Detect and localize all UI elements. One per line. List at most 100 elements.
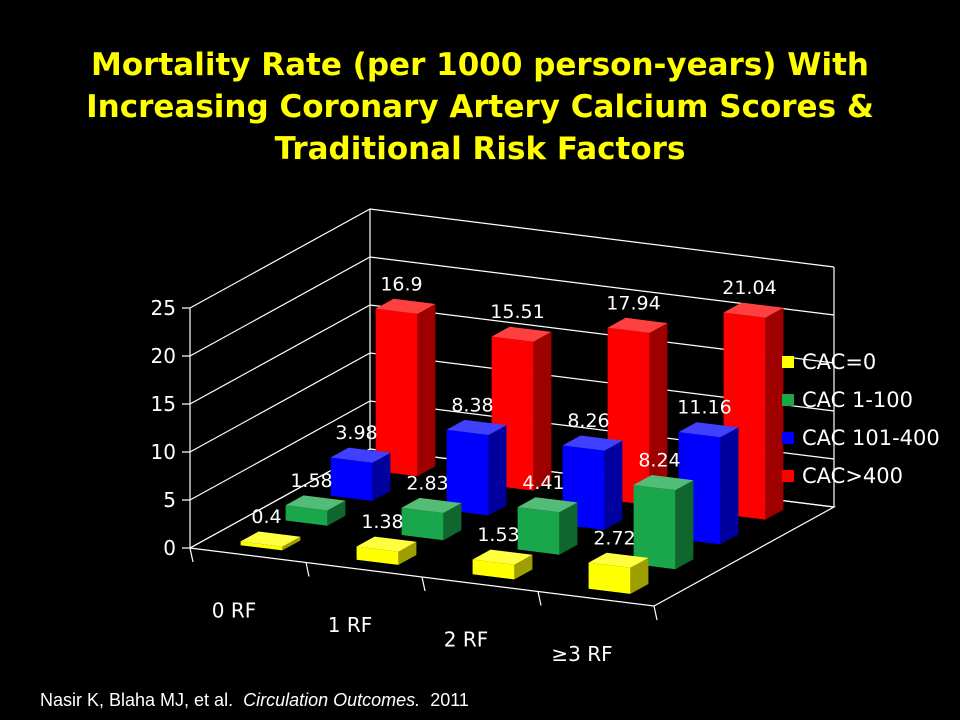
data-label: 21.04 (722, 277, 776, 299)
citation-authors: Nasir K, Blaha MJ, et al. (40, 690, 234, 710)
y-tick-label: 15 (151, 392, 176, 416)
data-label: 1.53 (477, 524, 519, 546)
bar: 1.53 (472, 524, 533, 580)
bar-side-face (514, 554, 533, 580)
bar-top-face (562, 435, 623, 451)
bar-top-face (517, 497, 578, 513)
bar-top-face (356, 536, 417, 552)
bar-front-face (240, 541, 283, 551)
bar-top-face (723, 302, 784, 318)
bar: 3.98 (330, 422, 391, 501)
data-label: 16.9 (380, 273, 422, 295)
gridline (189, 256, 835, 357)
bar-top-face (607, 317, 668, 333)
bar: 1.58 (285, 470, 346, 526)
bar-top-face (285, 495, 346, 511)
title-line-2: Increasing Coronary Artery Calcium Score… (86, 89, 874, 125)
x-tick-mark (189, 547, 194, 563)
legend-swatch (782, 470, 794, 482)
data-label: 0.4 (251, 506, 281, 528)
bar-side-face (443, 503, 462, 541)
data-label: 4.41 (522, 472, 564, 494)
bars: 16.9 15.51 17.94 21.04 3.98 8.38 8.26 11.16 1.58… (240, 273, 784, 594)
gridline (189, 352, 835, 453)
bar-top-face (446, 419, 507, 435)
x-tick-label: 1 RF (328, 613, 372, 637)
data-label: 2.83 (406, 472, 448, 494)
bar-front-face (446, 429, 489, 516)
bar-top-face (472, 549, 533, 565)
chart-title: Mortality Rate (per 1000 person-years) W… (0, 44, 960, 170)
data-label: 3.98 (335, 422, 377, 444)
data-label: 2.72 (593, 527, 635, 549)
legend-swatch (782, 394, 794, 406)
bar-top-face (330, 447, 391, 463)
y-tick-label: 5 (163, 488, 176, 512)
x-tick-label: ≥3 RF (551, 642, 612, 666)
x-tick-mark (537, 591, 542, 606)
x-tick-label: 2 RF (444, 627, 488, 651)
bar-front-face (588, 562, 631, 594)
bar: 16.9 (375, 273, 436, 477)
x-tick-mark (653, 605, 658, 621)
y-tick-label: 25 (151, 296, 176, 320)
bar-side-face (559, 502, 578, 555)
x-tick-mark (305, 562, 310, 577)
bar-top-face (588, 552, 649, 568)
data-label: 8.38 (451, 394, 493, 416)
bar: 1.38 (356, 511, 417, 565)
bar-side-face (488, 425, 507, 516)
bar-side-face (417, 304, 436, 477)
bar-front-face (472, 559, 515, 580)
bar-side-face (765, 307, 784, 520)
legend-label: CAC 101-400 (802, 426, 940, 450)
bar: 0.4 (240, 506, 301, 551)
bar-front-face (356, 546, 399, 565)
legend-label: CAC>400 (802, 464, 903, 488)
legend-swatch (782, 356, 794, 368)
title-line-3: Traditional Risk Factors (274, 131, 686, 167)
bar-top-face (240, 531, 301, 547)
bar-side-face (327, 500, 346, 526)
bar-front-face (633, 484, 676, 570)
data-label: 8.24 (638, 450, 680, 472)
bar-top-face (401, 497, 462, 513)
legend-label: CAC 1-100 (802, 388, 913, 412)
data-label: 11.16 (677, 397, 731, 419)
bar: 4.41 (517, 472, 578, 555)
bar-side-face (675, 480, 694, 570)
y-tick-label: 20 (151, 344, 176, 368)
bar: 2.72 (588, 527, 649, 594)
legend-label: CAC=0 (802, 350, 876, 374)
bar-top-face (633, 475, 694, 491)
citation-journal: Circulation Outcomes. (243, 690, 421, 710)
bar-side-face (720, 427, 739, 545)
y-tick-label: 0 (163, 536, 176, 560)
citation: Nasir K, Blaha MJ, et al. Circulation Ou… (40, 690, 469, 711)
data-label: 1.38 (361, 511, 403, 533)
bar-side-face (604, 440, 623, 530)
citation-year: 2011 (430, 690, 469, 710)
y-tick-label: 10 (151, 440, 176, 464)
bar-side-face (372, 452, 391, 501)
gridline (189, 208, 835, 309)
legend: CAC=0 CAC 1-100 CAC 101-400 CAC>400 (782, 350, 940, 488)
data-label: 15.51 (490, 301, 544, 323)
bar-side-face (282, 536, 301, 551)
bar-side-face (533, 331, 552, 491)
bar-front-face (375, 308, 418, 477)
bar-side-face (630, 557, 649, 594)
x-tick-label: 0 RF (212, 598, 256, 622)
bar-front-face (401, 507, 444, 541)
bar: 8.24 (633, 450, 694, 570)
x-tick-mark (421, 576, 426, 592)
bar-side-face (649, 323, 668, 506)
bar: 8.38 (446, 394, 507, 516)
data-label: 1.58 (290, 470, 332, 492)
legend-swatch (782, 432, 794, 444)
data-label: 17.94 (606, 292, 660, 314)
gridline (189, 304, 835, 405)
bar-top-face (375, 298, 436, 314)
bar: 2.83 (401, 472, 462, 541)
